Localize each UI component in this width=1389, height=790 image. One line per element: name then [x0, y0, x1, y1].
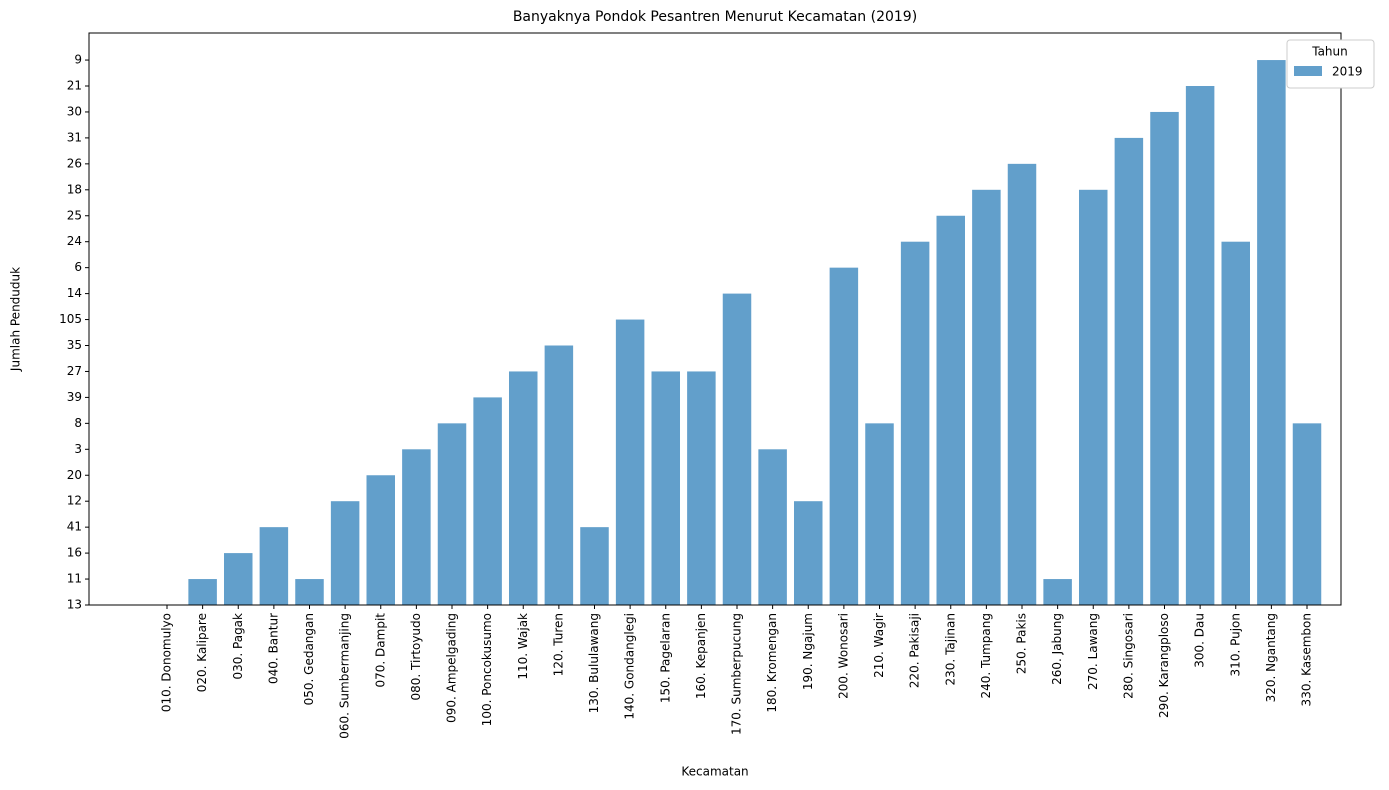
- bar: [615, 319, 645, 605]
- y-tick-label: 31: [67, 130, 82, 144]
- x-tick-label: 020. Kalipare: [195, 613, 209, 692]
- y-tick-label: 21: [67, 79, 82, 93]
- x-tick-label: 170. Sumberpucung: [730, 613, 744, 735]
- y-tick-label: 18: [67, 182, 82, 196]
- x-tick-label: 260. Jabung: [1050, 613, 1064, 685]
- x-tick-label: 320. Ngantang: [1264, 613, 1278, 702]
- chart-title: Banyaknya Pondok Pesantren Menurut Kecam…: [513, 9, 917, 25]
- y-tick-label: 41: [67, 520, 82, 534]
- x-tick-label: 190. Ngajum: [801, 613, 815, 690]
- x-tick-label: 240. Tumpang: [979, 613, 993, 699]
- x-tick-label: 330. Kasembon: [1300, 613, 1314, 706]
- bar: [1185, 86, 1215, 605]
- x-tick-label: 150. Pagelaran: [658, 613, 672, 703]
- bar: [936, 215, 965, 605]
- y-tick-label: 24: [67, 234, 82, 248]
- y-tick-label: 9: [74, 53, 82, 67]
- bar: [794, 501, 823, 605]
- x-tick-label: 160. Kepanjen: [694, 613, 708, 699]
- x-tick-label: 050. Gedangan: [302, 613, 316, 705]
- bar: [1292, 423, 1322, 605]
- y-tick-label: 3: [74, 442, 82, 456]
- legend-label: 2019: [1332, 65, 1363, 79]
- y-tick-label: 11: [67, 572, 82, 586]
- bar: [972, 189, 1001, 606]
- x-tick-label: 250. Pakis: [1015, 613, 1029, 674]
- bar: [1257, 60, 1286, 606]
- x-tick-label: 060. Sumbermanjing: [338, 613, 352, 739]
- bar: [829, 267, 859, 605]
- bar: [544, 345, 574, 605]
- y-tick-label: 30: [67, 104, 82, 118]
- bar: [1043, 579, 1072, 605]
- x-tick-label: 070. Dampit: [373, 613, 387, 688]
- bar: [1007, 163, 1037, 605]
- y-tick-label: 13: [67, 598, 82, 612]
- y-tick-label: 35: [67, 338, 82, 352]
- x-tick-label: 310. Pujon: [1228, 613, 1242, 676]
- bar: [1114, 137, 1144, 605]
- x-tick-label: 300. Dau: [1193, 613, 1207, 668]
- x-tick-label: 220. Pakisaji: [908, 613, 922, 688]
- x-tick-label: 080. Tirtoyudo: [409, 613, 423, 700]
- x-tick-label: 120. Turen: [551, 613, 565, 676]
- bar: [580, 527, 609, 605]
- y-tick-label: 14: [67, 286, 82, 300]
- y-tick-label: 25: [67, 208, 82, 222]
- y-tick-label: 26: [67, 156, 82, 170]
- x-tick-label: 030. Pagak: [231, 613, 245, 680]
- bar: [295, 579, 324, 605]
- bar: [437, 423, 467, 605]
- y-tick-label: 12: [67, 494, 82, 508]
- y-tick-label: 27: [67, 364, 82, 378]
- bar: [259, 527, 289, 605]
- bar: [366, 475, 395, 605]
- legend-title: Tahun: [1311, 45, 1348, 59]
- y-tick-label: 8: [74, 416, 82, 430]
- x-tick-label: 200. Wonosari: [836, 613, 850, 699]
- y-tick-label: 105: [59, 312, 82, 326]
- bar: [722, 293, 752, 605]
- x-tick-label: 210. Wagir: [872, 613, 886, 678]
- bar: [330, 501, 360, 605]
- bar: [758, 449, 787, 605]
- plot-frame: [88, 32, 1342, 606]
- bar: [473, 397, 502, 605]
- bar: [188, 579, 217, 605]
- y-tick-label: 39: [67, 390, 82, 404]
- y-tick-label: 6: [74, 260, 82, 274]
- y-tick-label: 16: [67, 546, 82, 560]
- x-tick-label: 270. Lawang: [1086, 613, 1100, 690]
- x-tick-label: 010. Donomulyo: [160, 613, 174, 712]
- x-tick-label: 090. Ampelgading: [445, 613, 459, 723]
- x-tick-label: 230. Tajinan: [943, 613, 957, 685]
- y-axis-label: Jumlah Penduduk: [9, 267, 23, 372]
- bar: [224, 553, 253, 605]
- bar: [1150, 111, 1179, 605]
- bar: [687, 371, 716, 605]
- bar: [1221, 241, 1250, 605]
- bar: [1079, 189, 1108, 606]
- x-axis-label: Kecamatan: [681, 765, 748, 779]
- x-tick-label: 180. Kromengan: [765, 613, 779, 713]
- x-tick-label: 130. Bululawang: [587, 613, 601, 713]
- x-tick-label: 040. Bantur: [266, 613, 280, 684]
- legend-swatch: [1294, 66, 1322, 76]
- x-tick-label: 140. Gondanglegi: [623, 613, 637, 720]
- bar: [900, 241, 930, 605]
- bar: [509, 371, 538, 605]
- x-tick-label: 280. Singosari: [1121, 613, 1135, 699]
- bar: [651, 371, 680, 605]
- bar: [402, 449, 431, 605]
- bar: [865, 423, 894, 605]
- x-tick-label: 110. Wajak: [516, 613, 530, 680]
- x-tick-label: 290. Karangploso: [1157, 613, 1171, 718]
- x-tick-label: 100. Poncokusumo: [480, 613, 494, 726]
- y-tick-label: 20: [67, 468, 82, 482]
